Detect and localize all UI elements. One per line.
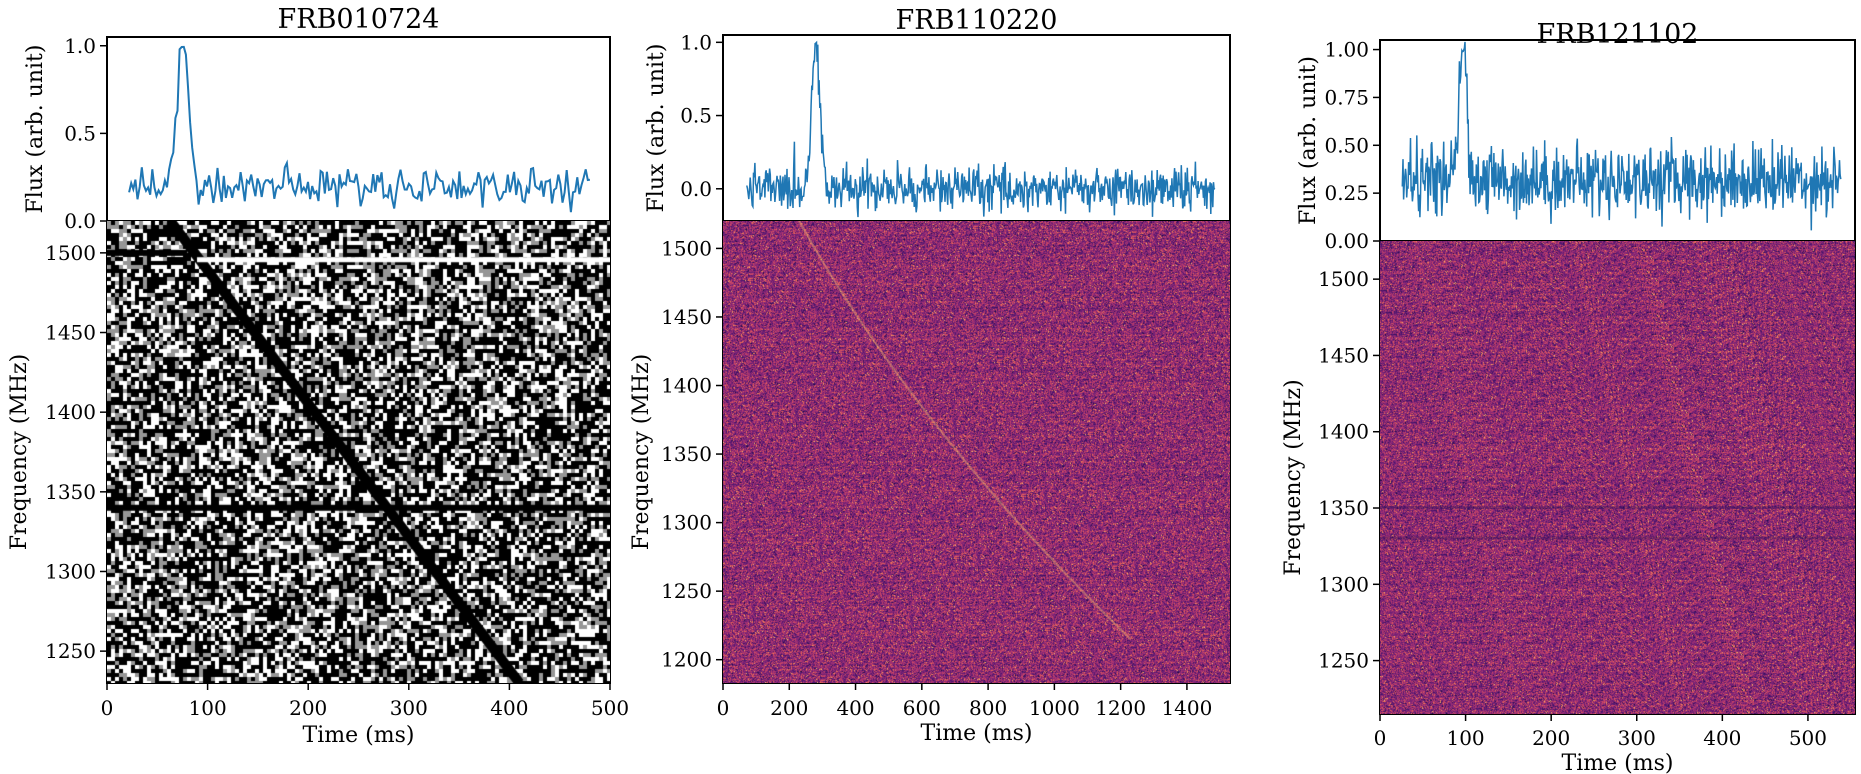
frequency-tick-label: 1400: [661, 374, 712, 398]
x-tick-label: 600: [903, 696, 941, 720]
frequency-axis-label: Frequency (MHz): [629, 354, 654, 550]
frequency-tick-label: 1250: [45, 639, 96, 663]
chart-title: FRB110220: [896, 5, 1058, 36]
flux-tick-label: 1.0: [680, 30, 712, 54]
flux-tick-label: 1.0: [64, 34, 96, 58]
frequency-tick-label: 1400: [45, 400, 96, 424]
frequency-tick-label: 1350: [45, 480, 96, 504]
x-tick-label: 200: [289, 696, 327, 720]
x-tick-label: 1000: [1029, 696, 1080, 720]
frequency-tick-label: 1450: [45, 321, 96, 345]
flux-tick-label: 0.25: [1324, 181, 1369, 205]
x-tick-label: 1400: [1161, 696, 1212, 720]
frequency-tick-label: 1200: [661, 648, 712, 672]
chart-title: FRB121102: [1537, 19, 1699, 50]
flux-tick-label: 0.0: [680, 177, 712, 201]
x-tick-label: 200: [1532, 726, 1570, 750]
x-tick-label: 800: [969, 696, 1007, 720]
x-tick-label: 0: [101, 696, 114, 720]
frequency-tick-label: 1500: [1318, 267, 1369, 291]
x-tick-label: 1200: [1095, 696, 1146, 720]
x-axis-label: Time (ms): [303, 723, 415, 748]
flux-series-3: [1401, 41, 1842, 231]
x-tick-label: 100: [1446, 726, 1484, 750]
frequency-tick-label: 1400: [1318, 420, 1369, 444]
frequency-tick-label: 1450: [661, 305, 712, 329]
flux-tick-label: 0.5: [64, 121, 96, 145]
frequency-tick-label: 1450: [1318, 343, 1369, 367]
frequency-tick-label: 1250: [1318, 649, 1369, 673]
x-tick-label: 400: [490, 696, 528, 720]
x-tick-label: 400: [1703, 726, 1741, 750]
x-tick-label: 500: [591, 696, 629, 720]
chart-title: FRB010724: [278, 4, 440, 35]
frequency-tick-label: 1300: [1318, 572, 1369, 596]
x-tick-label: 400: [836, 696, 874, 720]
flux-axis-label: Flux (arb. unit): [23, 45, 48, 214]
spectrogram-2: [723, 221, 1230, 683]
frequency-axis-label: Frequency (MHz): [7, 354, 32, 550]
flux-series-2: [746, 40, 1216, 218]
x-axis-label: Time (ms): [1562, 751, 1674, 774]
frequency-tick-label: 1350: [661, 442, 712, 466]
flux-tick-label: 0.00: [1324, 229, 1369, 253]
flux-series-1: [128, 45, 590, 213]
frequency-tick-label: 1300: [45, 559, 96, 583]
spectrogram-3: [1380, 241, 1855, 714]
x-tick-label: 200: [770, 696, 808, 720]
flux-tick-label: 0.5: [680, 104, 712, 128]
x-axis-label: Time (ms): [921, 721, 1033, 746]
flux-tick-label: 0.50: [1324, 133, 1369, 157]
x-tick-label: 0: [1374, 726, 1387, 750]
x-tick-label: 100: [189, 696, 227, 720]
x-tick-label: 0: [717, 696, 730, 720]
frequency-tick-label: 1300: [661, 511, 712, 535]
frequency-tick-label: 1500: [661, 236, 712, 260]
flux-tick-label: 0.0: [64, 209, 96, 233]
flux-tick-label: 1.00: [1324, 38, 1369, 62]
frequency-tick-label: 1250: [661, 579, 712, 603]
x-tick-label: 300: [390, 696, 428, 720]
flux-tick-label: 0.75: [1324, 85, 1369, 109]
spectrogram-1: [107, 221, 610, 683]
frequency-tick-label: 1350: [1318, 496, 1369, 520]
frequency-axis-label: Frequency (MHz): [1281, 379, 1306, 575]
frequency-tick-label: 1500: [45, 241, 96, 265]
flux-axis-label: Flux (arb. unit): [644, 44, 669, 213]
flux-axis-label: Flux (arb. unit): [1296, 56, 1321, 225]
x-tick-label: 300: [1618, 726, 1656, 750]
x-tick-label: 500: [1789, 726, 1827, 750]
